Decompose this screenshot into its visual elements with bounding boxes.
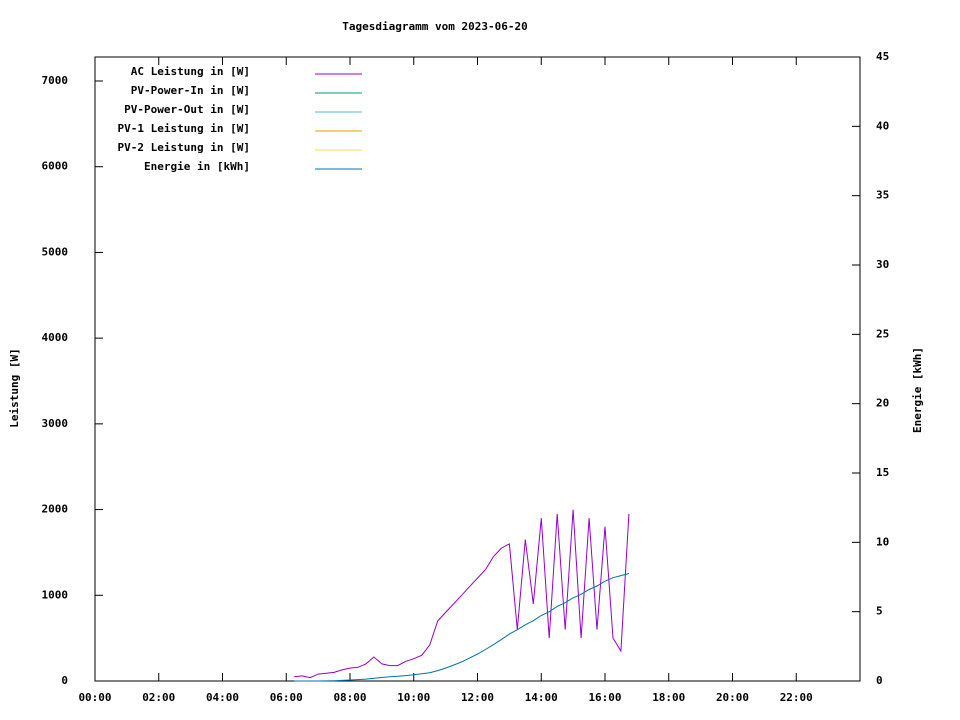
y-tick-label: 4000: [42, 331, 69, 344]
y2-tick-label: 0: [876, 674, 883, 687]
x-tick-label: 14:00: [525, 691, 558, 704]
x-tick-label: 10:00: [397, 691, 430, 704]
y-tick-label: 1000: [42, 588, 69, 601]
y2-tick-label: 35: [876, 189, 889, 202]
y-tick-label: 2000: [42, 503, 69, 516]
chart-title: Tagesdiagramm vom 2023-06-20: [342, 20, 527, 33]
y2-tick-label: 15: [876, 466, 889, 479]
legend-label: PV-Power-Out in [W]: [124, 103, 250, 116]
series-line: [294, 509, 630, 679]
legend-label: AC Leistung in [W]: [131, 65, 250, 78]
x-tick-label: 02:00: [142, 691, 175, 704]
x-tick-label: 00:00: [78, 691, 111, 704]
legend-label: PV-Power-In in [W]: [131, 84, 250, 97]
y-tick-label: 3000: [42, 417, 69, 430]
y2-axis-label: Energie [kWh]: [911, 347, 924, 433]
y-tick-label: 0: [61, 674, 68, 687]
legend-label: Energie in [kWh]: [144, 160, 250, 173]
legend-label: PV-2 Leistung in [W]: [118, 141, 250, 154]
y2-tick-label: 45: [876, 50, 889, 63]
x-tick-label: 04:00: [206, 691, 239, 704]
x-tick-label: 22:00: [780, 691, 813, 704]
x-tick-label: 12:00: [461, 691, 494, 704]
y2-tick-label: 30: [876, 258, 889, 271]
x-tick-label: 08:00: [333, 691, 366, 704]
y-tick-label: 5000: [42, 245, 69, 258]
y-tick-label: 6000: [42, 160, 69, 173]
x-tick-label: 06:00: [270, 691, 303, 704]
x-tick-label: 16:00: [588, 691, 621, 704]
y2-tick-label: 25: [876, 327, 889, 340]
y2-tick-label: 20: [876, 397, 889, 410]
y2-tick-label: 10: [876, 535, 889, 548]
x-tick-label: 20:00: [716, 691, 749, 704]
x-tick-label: 18:00: [652, 691, 685, 704]
series-line: [294, 573, 630, 682]
y-axis-label: Leistung [W]: [8, 348, 21, 427]
y-tick-label: 7000: [42, 74, 69, 87]
legend-label: PV-1 Leistung in [W]: [118, 122, 250, 135]
y2-tick-label: 5: [876, 605, 883, 618]
y2-tick-label: 40: [876, 119, 889, 132]
